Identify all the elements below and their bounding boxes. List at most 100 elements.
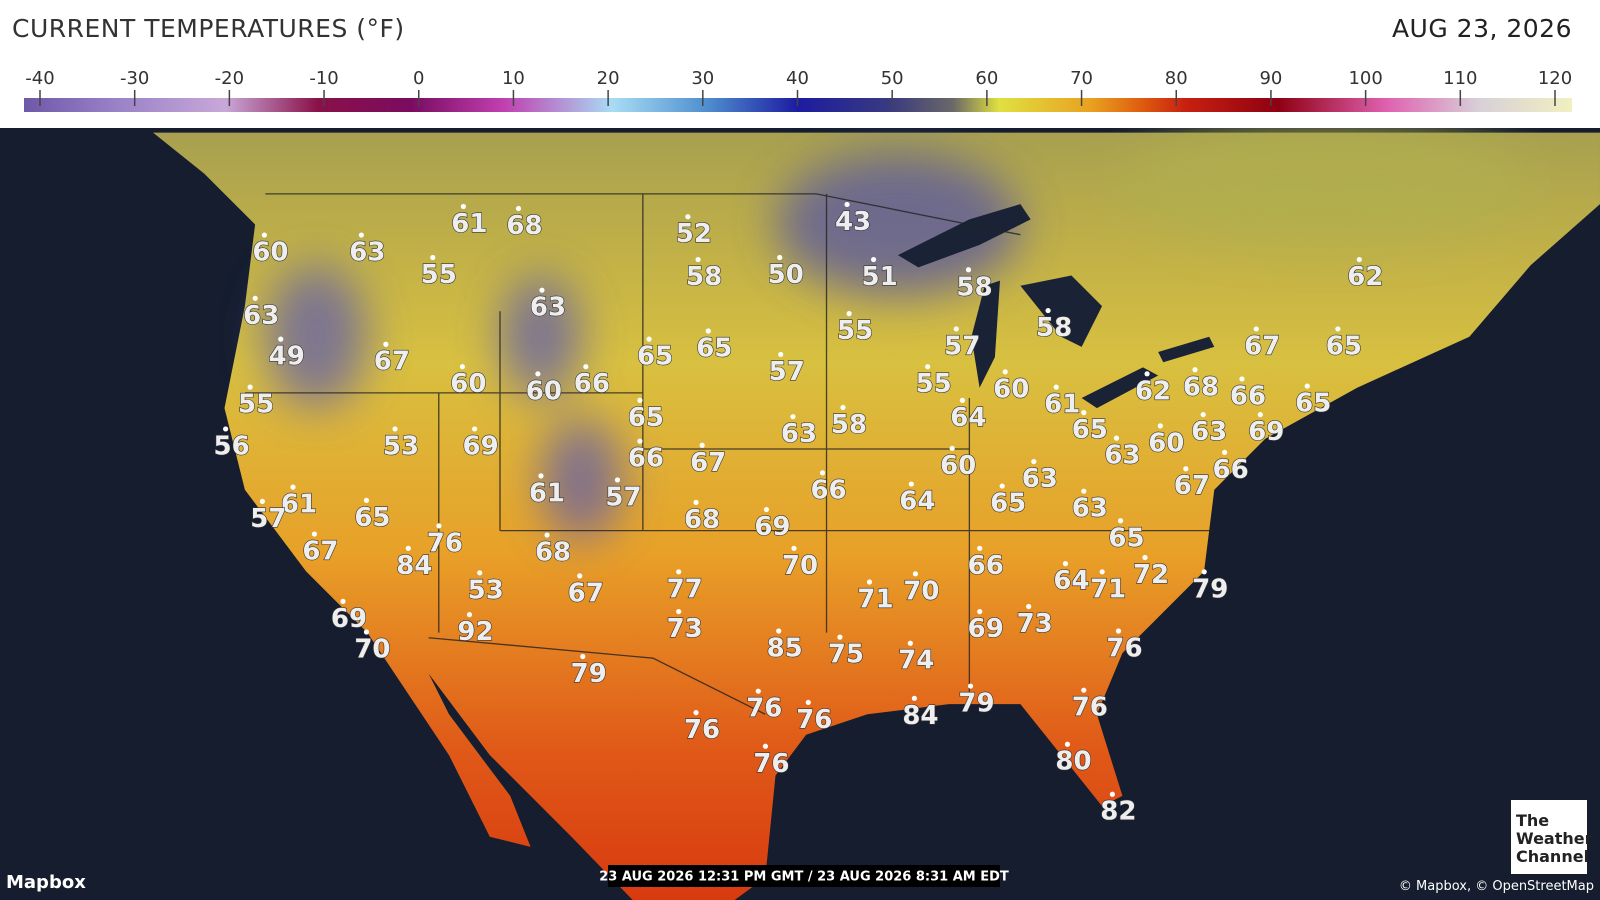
scale-tick-label: 70 [1070, 68, 1093, 89]
temperature: 76 [746, 694, 782, 724]
station-dot [1239, 376, 1245, 382]
temperature: 49 [269, 342, 305, 372]
temperature: 68 [535, 538, 571, 568]
scale-tick-label: -40 [25, 68, 54, 89]
temperature: 70 [354, 635, 390, 665]
station-dot [676, 608, 682, 615]
temperature: 58 [686, 262, 722, 292]
station-dot [953, 326, 959, 332]
temperature: 63 [243, 301, 279, 331]
temperature: 63 [781, 419, 817, 449]
attribution: © Mapbox, © OpenStreetMap [1399, 879, 1594, 894]
station-dot [1257, 412, 1263, 418]
logo-text: The [1516, 811, 1549, 830]
station-dot [1183, 466, 1189, 472]
station-dot [1157, 423, 1163, 429]
scale-tick-label: 90 [1259, 68, 1282, 89]
station-dot [1335, 326, 1341, 332]
scale-tick-label: 30 [691, 68, 714, 89]
station-dot [837, 634, 843, 640]
temperature: 69 [1248, 417, 1284, 447]
date: AUG 23, 2026 [1391, 14, 1572, 43]
temperature: 55 [837, 316, 873, 346]
station-dot [472, 426, 478, 432]
temperature: 72 [1133, 560, 1169, 590]
temperature: 60 [993, 374, 1029, 404]
temperature: 66 [628, 444, 664, 474]
temperature: 65 [696, 333, 732, 363]
temperature: 76 [684, 715, 720, 745]
station-dot [583, 364, 589, 370]
station-dot [844, 201, 850, 208]
station-dot [959, 397, 965, 403]
station-dot [1142, 554, 1148, 561]
temperature: 43 [835, 207, 871, 237]
scale-tick-label: 100 [1348, 68, 1382, 89]
station-dot [223, 426, 229, 432]
temperature: 69 [968, 614, 1004, 644]
temperature: 65 [1326, 331, 1362, 361]
temperature: 92 [457, 617, 493, 647]
temperature: 61 [281, 490, 317, 520]
station-dot [1062, 561, 1069, 567]
station-dot [999, 483, 1005, 489]
station-dot [790, 414, 796, 420]
station-dot [614, 477, 621, 483]
temperature: 79 [1192, 574, 1228, 604]
station-dot [911, 695, 918, 701]
temperature: 53 [468, 575, 504, 605]
temperature: 70 [903, 576, 939, 606]
temperature: 63 [1191, 417, 1227, 447]
temperature: 61 [529, 478, 565, 508]
temperature: 67 [690, 448, 726, 478]
temperature: 60 [1148, 428, 1184, 458]
scale-tick-label: 0 [413, 68, 424, 89]
temperature: 65 [1295, 389, 1331, 419]
station-dot [1109, 791, 1115, 797]
station-dot [252, 295, 258, 301]
scale-tick-label: 110 [1443, 68, 1477, 89]
great-lakes [897, 204, 1215, 409]
temperature: 76 [753, 749, 789, 779]
station-dot [392, 426, 398, 432]
scale-tick-label: 120 [1538, 68, 1572, 89]
station-dot [693, 710, 699, 716]
station-dot [1026, 603, 1032, 610]
station-dot [1222, 449, 1228, 456]
station-dot [907, 640, 913, 646]
station-dot [925, 364, 931, 370]
station-dot [383, 341, 389, 347]
temperature: 67 [374, 347, 410, 377]
temperature: 68 [684, 505, 720, 535]
temperature: 57 [769, 357, 805, 387]
temperature: 69 [331, 604, 367, 634]
scale-tick-label: -20 [215, 68, 244, 89]
station-dot [949, 445, 955, 451]
station-dot [705, 328, 711, 334]
temperature: 57 [944, 331, 980, 361]
temperature: 79 [571, 659, 607, 689]
station-dot [1200, 412, 1206, 418]
scale-tick-label: 80 [1165, 68, 1188, 89]
station-dot [1081, 687, 1087, 693]
station-dot [1253, 326, 1259, 332]
temperature: 63 [530, 293, 566, 323]
station-dot [358, 232, 364, 238]
temperature: 65 [990, 489, 1026, 519]
station-dot [676, 569, 682, 575]
station-dot [637, 397, 643, 403]
temperature: 73 [667, 614, 703, 644]
station-dot [539, 287, 545, 293]
temperature: 61 [451, 209, 487, 239]
station-dot [846, 311, 852, 317]
station-dot [762, 743, 769, 749]
temperature: 52 [676, 219, 712, 249]
temperature: 69 [754, 512, 790, 542]
station-dot [436, 523, 442, 529]
temperature: 70 [782, 551, 818, 581]
temperature: 80 [1055, 747, 1091, 777]
station-dot [977, 608, 983, 615]
station-dot [1113, 435, 1120, 441]
logo-text: Weather [1516, 829, 1593, 848]
